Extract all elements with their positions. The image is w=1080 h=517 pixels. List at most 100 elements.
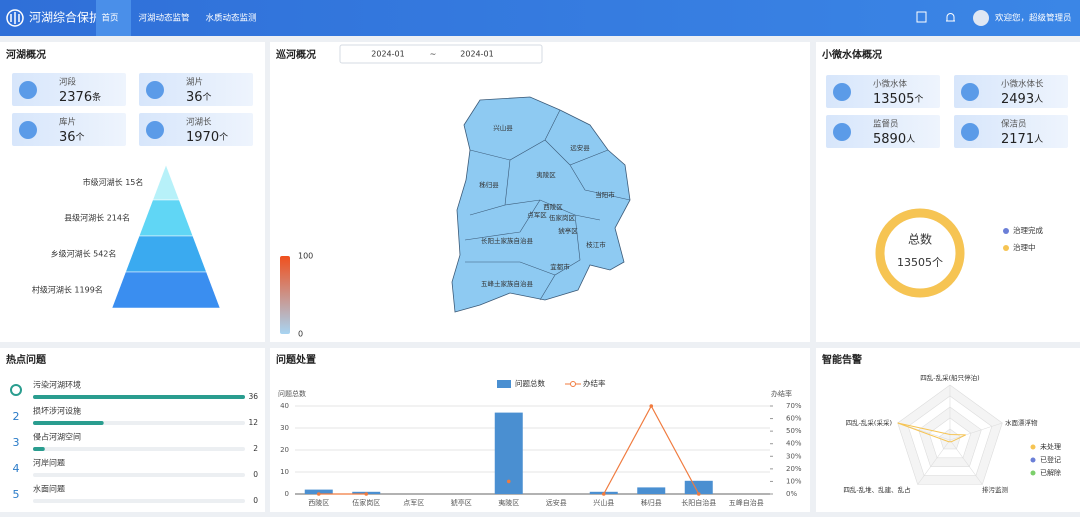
panel-title: 河湖概况: [6, 48, 46, 61]
brand: 河湖综合保护: [29, 10, 101, 25]
issue-name: 侵占河湖空间: [33, 432, 81, 442]
axis-title: 问题总数: [278, 389, 306, 398]
bell-icon[interactable]: [946, 13, 955, 22]
map-outline: [451, 96, 631, 313]
bar: [684, 480, 713, 494]
x-tick-label: 五峰自治县: [729, 498, 764, 507]
region-label: 远安县: [570, 143, 590, 152]
panel-title: 热点问题: [6, 353, 47, 366]
radar-area: [897, 422, 966, 443]
issue-name: 水面问题: [33, 484, 65, 494]
stat-value: 1970个: [186, 130, 228, 145]
y-tick-label: 30: [280, 424, 289, 432]
user-name[interactable]: 欢迎您，超级管理员: [995, 13, 1072, 24]
legend-label: 问题总数: [515, 378, 545, 388]
stat-label: 河段: [59, 77, 77, 88]
stat-unit: 人: [1034, 94, 1043, 105]
stat-label: 保洁员: [1001, 119, 1027, 130]
panel-title: 巡河概况: [276, 48, 316, 61]
legend-label: 办结率: [583, 378, 606, 388]
line-point: [506, 479, 511, 484]
stat-unit: 个: [76, 132, 85, 143]
issue-track: [33, 499, 245, 503]
legend-label: 已解除: [1040, 468, 1061, 477]
stat-value: 13505个: [873, 92, 923, 107]
stat-number: 2493: [1001, 92, 1034, 107]
radar-spoke: [917, 439, 951, 485]
x-tick-label: 兴山县: [593, 498, 614, 507]
rank-icon: [10, 384, 22, 396]
stat-number: 2376: [59, 90, 92, 105]
rank: 4: [13, 462, 20, 475]
active-tab[interactable]: [96, 0, 131, 36]
panel: [0, 348, 265, 512]
visual-map-max: 100: [298, 252, 313, 261]
stat-card: [12, 113, 126, 146]
region-label: 夷陵区: [536, 170, 556, 179]
stat-unit: 个: [219, 132, 228, 143]
y-tick-label: 40: [280, 402, 289, 410]
issue-track: [33, 447, 245, 451]
legend-label: 未处理: [1040, 442, 1061, 451]
legend-label: 治理完成: [1013, 225, 1043, 235]
nav-tab[interactable]: 水质动态监测: [205, 13, 256, 24]
issue-value: 0: [253, 496, 258, 505]
issue-value: 2: [253, 444, 258, 453]
pyramid-label: 乡级河湖长 542名: [51, 249, 117, 259]
stat-icon: [19, 121, 37, 139]
content: 首页 河湖动态监管 水质动态监测河段2376条湖片36个库片36个河湖长1970个小…: [10, 13, 1068, 507]
radar-spoke: [949, 422, 1003, 441]
legend-label: 治理中: [1013, 242, 1036, 252]
nav-tab[interactable]: 河湖动态监管: [138, 13, 189, 24]
stat-unit: 条: [92, 91, 101, 103]
stat-value: 5890人: [873, 132, 915, 147]
pyramid-label: 县级河湖长 214名: [64, 213, 130, 223]
rank: 5: [13, 488, 20, 501]
stat-icon: [961, 83, 979, 101]
stat-icon: [146, 81, 164, 99]
radar-indicator: 四乱-乱堆、乱建、乱占: [843, 485, 911, 494]
date-range[interactable]: [339, 44, 543, 64]
stat-unit: 人: [1034, 134, 1043, 145]
stat-icon: [833, 83, 851, 101]
x-tick-label: 长阳自治县: [681, 498, 716, 507]
navbar: [0, 0, 1080, 36]
date-to[interactable]: 2024-01: [460, 50, 493, 59]
date-from[interactable]: 2024-01: [371, 50, 404, 59]
issue-track: [33, 473, 245, 477]
issue-bar: [33, 395, 245, 399]
pyramid-label: 市级河湖长 15名: [83, 177, 144, 187]
stat-label: 小微水体长: [1001, 79, 1044, 90]
panel-title: 智能告警: [822, 353, 862, 366]
region-label: 宜都市: [550, 262, 570, 271]
stat-card: [826, 75, 940, 108]
stat-card: [954, 75, 1068, 108]
y-tick-label: 0: [285, 490, 289, 498]
stat-value: 2171人: [1001, 132, 1043, 147]
stat-value: 36个: [59, 130, 85, 145]
stat-number: 13505: [873, 92, 914, 107]
y2-tick-label: 20%: [786, 465, 802, 473]
fullscreen-icon[interactable]: [916, 11, 927, 23]
y2-tick-label: 30%: [786, 452, 802, 460]
issue-bar: [33, 447, 45, 451]
radar-indicator: 排污监测: [982, 485, 1009, 494]
region-label: 秭归县: [479, 180, 499, 189]
pyramid-layer: [125, 235, 207, 273]
region-label: 点军区: [527, 211, 547, 219]
avatar[interactable]: [973, 10, 989, 26]
stat-card: [139, 73, 253, 106]
donut-total: 13505个: [897, 256, 943, 269]
radar-indicator: 四乱-乱采(采采): [846, 418, 892, 427]
visual-map: [280, 256, 290, 334]
axis-title: 办结率: [771, 389, 792, 398]
region-label: 兴山县: [493, 123, 513, 132]
region-label: 枝江市: [586, 240, 606, 249]
nav-tab[interactable]: 首页: [101, 13, 118, 24]
donut-arc: [875, 208, 965, 298]
x-tick-label: 猇亭区: [451, 498, 472, 507]
legend-dot: [570, 381, 576, 387]
rank: 2: [13, 410, 20, 423]
y2-tick-label: 10%: [786, 477, 802, 485]
region-label: 长阳土家族自治县: [481, 236, 534, 245]
